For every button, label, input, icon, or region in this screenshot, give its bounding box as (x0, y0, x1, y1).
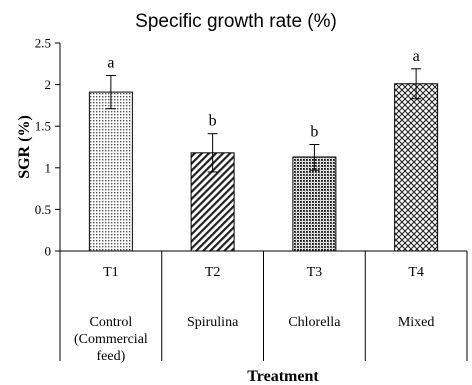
y-tick-label: 1 (45, 160, 52, 175)
x-axis-label: Treatment (247, 368, 319, 385)
x-category-description: Mixed (398, 315, 435, 330)
significance-letter: b (209, 113, 217, 130)
x-category-label: T1 (103, 265, 119, 280)
x-category-label: T4 (408, 265, 424, 280)
significance-letter: a (413, 48, 420, 65)
error-bar-t1 (105, 74, 116, 110)
significance-letter: a (107, 54, 114, 71)
x-category-description: Spirulina (187, 315, 239, 330)
error-bars-group (105, 68, 422, 173)
axes-lines (59, 43, 468, 361)
x-category-description: Control (89, 315, 132, 330)
x-category-label: T3 (307, 265, 323, 280)
significance-labels: a b b a (107, 48, 419, 141)
significance-letter: b (310, 124, 318, 141)
bars-group (88, 83, 439, 252)
y-axis-label: SGR (%) (16, 115, 33, 179)
x-category-description: feed) (96, 349, 125, 364)
x-category-labels: T1 T2 T3 T4 (103, 265, 424, 280)
x-category-description: Chlorella (288, 315, 341, 330)
y-axis-ticks: 0 0.5 1 1.5 2 2.5 (35, 36, 60, 259)
y-tick-label: 0 (45, 244, 52, 259)
y-tick-label: 0.5 (35, 202, 51, 217)
x-description-labels: Control (Commercial feed) Spirulina Chlorell… (74, 315, 434, 364)
x-category-description: (Commercial (74, 332, 148, 347)
y-tick-label: 2.5 (35, 36, 51, 51)
bar-t4 (394, 83, 439, 252)
chart-title: Specific growth rate (%) (135, 11, 337, 32)
error-bar-t4 (411, 68, 422, 100)
bar-t1 (88, 91, 133, 252)
x-category-label: T2 (205, 265, 221, 280)
y-tick-label: 1.5 (35, 119, 51, 134)
error-bar-t2 (207, 133, 218, 173)
error-bar-t3 (309, 144, 320, 171)
bar-t3 (292, 156, 337, 252)
y-tick-label: 2 (45, 77, 52, 92)
